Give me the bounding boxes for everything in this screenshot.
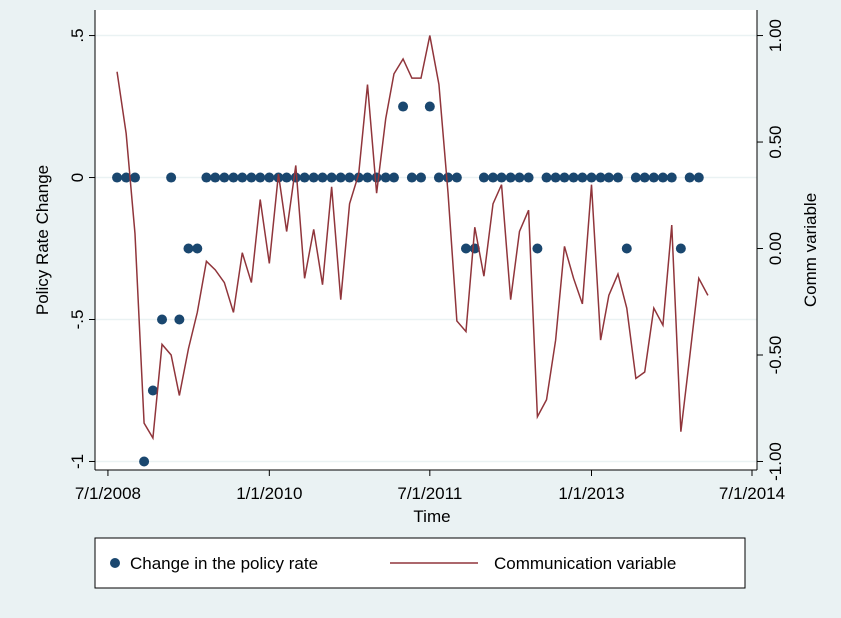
- point: [380, 172, 391, 183]
- point: [139, 456, 150, 467]
- point: [630, 172, 641, 183]
- point: [514, 172, 525, 183]
- y-axis-title: Policy Rate Change: [33, 165, 52, 315]
- y2-tick-label: -0.50: [766, 336, 785, 375]
- point: [523, 172, 534, 183]
- point: [443, 172, 454, 183]
- y-tick-label: .5: [68, 28, 87, 42]
- point: [308, 172, 319, 183]
- point: [586, 172, 597, 183]
- point: [406, 172, 417, 183]
- point: [488, 172, 499, 183]
- x-tick-label: 7/1/2014: [719, 484, 785, 503]
- point: [192, 243, 203, 254]
- x-tick-label: 1/1/2010: [236, 484, 302, 503]
- point: [219, 172, 230, 183]
- y2-tick-label: 0.50: [766, 125, 785, 158]
- point: [388, 172, 399, 183]
- point: [541, 172, 552, 183]
- legend-marker: [110, 558, 120, 568]
- point: [684, 172, 695, 183]
- point: [693, 172, 704, 183]
- point: [335, 172, 346, 183]
- y2-tick-label: 1.00: [766, 19, 785, 52]
- point: [550, 172, 561, 183]
- point: [157, 314, 168, 325]
- y2-axis-title: Comm variable: [801, 193, 820, 307]
- point: [371, 172, 382, 183]
- point: [451, 172, 462, 183]
- point: [112, 172, 123, 183]
- x-tick-label: 7/1/2008: [75, 484, 141, 503]
- point: [210, 172, 221, 183]
- x-tick-label: 7/1/2011: [397, 484, 462, 503]
- point: [299, 172, 310, 183]
- point: [264, 172, 275, 183]
- point: [255, 172, 266, 183]
- point: [505, 172, 516, 183]
- point: [577, 172, 588, 183]
- point: [496, 172, 507, 183]
- point: [129, 172, 140, 183]
- x-tick-label: 1/1/2013: [558, 484, 624, 503]
- y2-tick-label: -1.00: [766, 442, 785, 481]
- point: [559, 172, 570, 183]
- point: [595, 172, 606, 183]
- point: [612, 172, 623, 183]
- point: [460, 243, 471, 254]
- point: [281, 172, 292, 183]
- point: [317, 172, 328, 183]
- y-tick-label: -1: [68, 454, 87, 469]
- point: [121, 172, 132, 183]
- point: [416, 172, 427, 183]
- point: [174, 314, 185, 325]
- point: [398, 101, 409, 112]
- line: [116, 35, 709, 441]
- y-tick-label: -.5: [68, 310, 87, 330]
- point: [183, 243, 194, 254]
- point: [147, 385, 158, 396]
- point: [603, 172, 614, 183]
- x-axis-title: Time: [413, 507, 450, 526]
- point: [237, 172, 248, 183]
- point: [568, 172, 579, 183]
- point: [478, 172, 489, 183]
- point: [657, 172, 668, 183]
- y-tick-label: 0: [68, 173, 87, 182]
- point: [166, 172, 177, 183]
- point: [362, 172, 373, 183]
- point: [621, 243, 632, 254]
- point: [326, 172, 337, 183]
- point: [666, 172, 677, 183]
- point: [675, 243, 686, 254]
- point: [639, 172, 650, 183]
- point: [424, 101, 435, 112]
- point: [648, 172, 659, 183]
- point: [433, 172, 444, 183]
- y2-tick-label: 0.00: [766, 232, 785, 265]
- point: [344, 172, 355, 183]
- point: [532, 243, 543, 254]
- plot-area: [95, 10, 757, 470]
- point: [246, 172, 257, 183]
- point: [228, 172, 239, 183]
- point: [201, 172, 212, 183]
- legend-label: Communication variable: [494, 554, 676, 573]
- legend-label: Change in the policy rate: [130, 554, 318, 573]
